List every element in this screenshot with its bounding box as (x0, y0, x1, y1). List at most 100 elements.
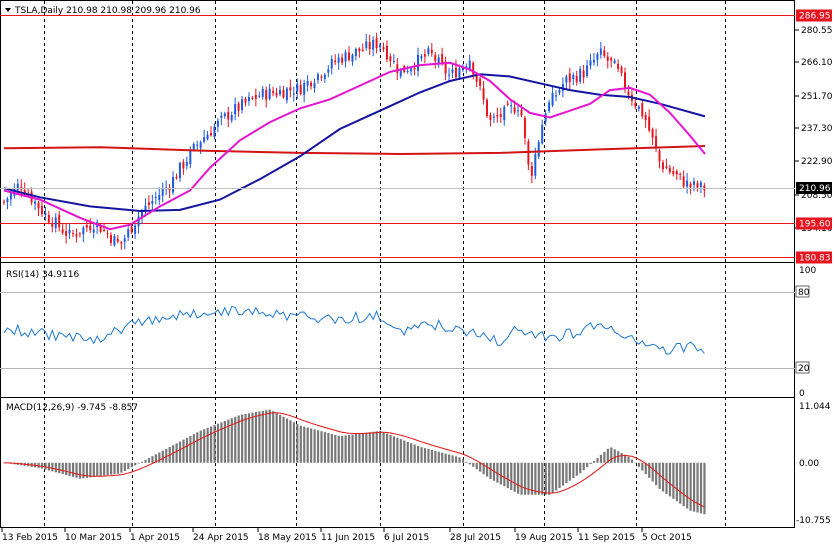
macd-bar (254, 412, 258, 463)
macd-bar (610, 447, 613, 463)
candle-body (675, 171, 678, 175)
candle-body (289, 87, 292, 91)
macd-bar (130, 462, 133, 468)
macd-bar (651, 462, 654, 482)
macd-histogram (3, 409, 706, 515)
macd-bar (465, 461, 468, 463)
candle-body (154, 197, 157, 199)
candle-body (379, 44, 382, 48)
candle-body (603, 50, 606, 56)
macd-bar (337, 435, 340, 463)
candle-body (34, 201, 37, 204)
macd-bar (496, 462, 499, 483)
macd-signal-line (3, 412, 705, 508)
candle-body (361, 49, 364, 51)
macd-bar (385, 433, 389, 463)
macd-bar (437, 451, 440, 463)
symbol-header: TSLA,Daily 210.98 210.98 209.96 210.96 (14, 6, 201, 16)
macd-bar (213, 425, 216, 463)
macd-bar (323, 432, 327, 463)
collapse-triangle-icon[interactable] (5, 8, 11, 12)
price-tick-label: 251.70 (801, 92, 833, 102)
candle-body (430, 49, 433, 54)
candle-body (448, 74, 451, 76)
candle-body (351, 54, 354, 62)
price-panel[interactable]: TSLA,Daily 210.98 210.98 209.96 210.96 (0, 6, 795, 258)
macd-bar (482, 462, 485, 475)
macd-bar (68, 462, 71, 476)
macd-bar (92, 462, 95, 477)
macd-bar (354, 434, 358, 463)
time-label: 11 Sep 2015 (578, 533, 635, 543)
candle-body (261, 88, 264, 97)
macd-bar (58, 462, 61, 474)
macd-bar (561, 462, 565, 486)
rsi-tick-0: 0 (799, 389, 805, 399)
macd-bar (558, 462, 561, 488)
macd-bar (679, 462, 682, 504)
macd-bar (661, 462, 665, 492)
time-label: 6 Jul 2015 (384, 533, 429, 543)
macd-bar (220, 422, 223, 463)
candle-body (365, 41, 368, 49)
macd-bar (127, 462, 130, 470)
candle-body (427, 48, 430, 54)
candle-body (285, 88, 288, 101)
macd-bar (423, 448, 427, 463)
candle-body (234, 104, 237, 115)
candle-body (458, 68, 461, 78)
last-price-badge (796, 182, 832, 194)
candle-body (610, 57, 613, 61)
macd-bar (320, 431, 323, 463)
candle-body (109, 234, 112, 243)
macd-bar (648, 462, 651, 478)
candle-body (589, 60, 592, 66)
candle-body (548, 102, 551, 111)
candle-body (513, 107, 516, 113)
macd-bar (399, 439, 402, 463)
candle-body (268, 88, 271, 100)
candle-body (99, 225, 102, 233)
macd-bar (413, 444, 416, 463)
candle-body (627, 91, 630, 95)
rsi-80-badge (795, 285, 810, 298)
macd-bar (216, 423, 220, 463)
time-label: 19 Aug 2015 (515, 533, 573, 543)
candle-body (561, 83, 564, 91)
time-label: 10 Mar 2015 (65, 533, 122, 543)
candle-body (203, 137, 206, 142)
candle-body (113, 236, 116, 246)
candle-body (189, 149, 192, 165)
macd-bar (627, 456, 630, 463)
candle-body (120, 242, 123, 244)
candle-body (258, 95, 261, 97)
macd-bar (258, 411, 261, 463)
macd-panel[interactable]: MACD(12,26,9) -9.745 -8.857 (3, 403, 706, 515)
macd-bar (78, 462, 82, 479)
macd-bar (65, 462, 68, 476)
macd-bar (441, 452, 444, 463)
macd-bar (72, 462, 75, 477)
level-badge-label: 286.95 (799, 12, 831, 22)
time-label: 24 Apr 2015 (193, 533, 249, 543)
macd-title: MACD(12,26,9) -9.745 -8.857 (6, 403, 138, 413)
rsi-tick-80: 80 (798, 288, 810, 298)
macd-bar (589, 462, 592, 465)
candle-body (247, 96, 250, 102)
macd-bar (417, 446, 420, 463)
macd-bar (89, 462, 92, 478)
macd-bar (44, 462, 47, 470)
candle-body (534, 154, 537, 176)
macd-bar (203, 429, 206, 463)
candle-body (461, 66, 464, 71)
macd-bar (151, 456, 154, 463)
candle-body (130, 226, 133, 233)
macd-bar (375, 431, 378, 463)
candle-body (334, 60, 337, 63)
macd-bar (344, 435, 347, 463)
candle-body (68, 229, 71, 234)
macd-bar (237, 415, 240, 463)
rsi-axis: 100 80 20 0 (795, 266, 816, 399)
rsi-panel[interactable]: RSI(14) 34.9116 (0, 270, 795, 369)
